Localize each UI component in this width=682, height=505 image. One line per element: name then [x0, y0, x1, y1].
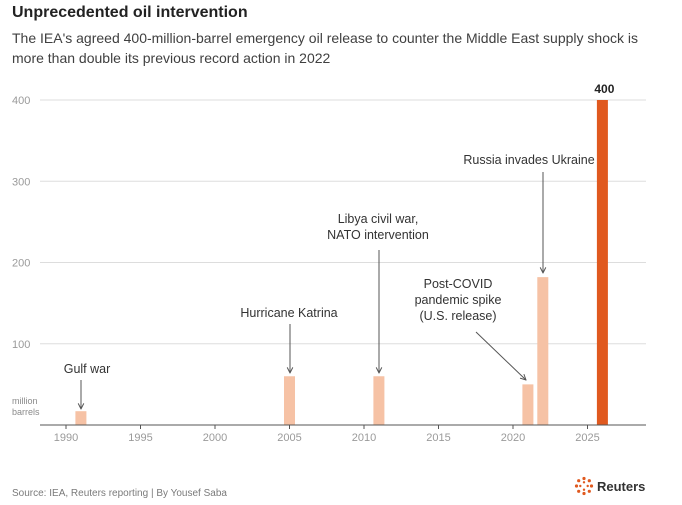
bar-2011: [373, 376, 385, 425]
annotation-label-2011: NATO intervention: [327, 228, 429, 242]
reuters-dots-icon: [574, 476, 594, 496]
y-tick-label: 400: [12, 95, 30, 107]
bar-2005: [284, 376, 295, 425]
x-tick-label: 2025: [575, 432, 599, 444]
x-tick-label: 2000: [203, 432, 227, 444]
chart-subtitle: The IEA's agreed 400-million-barrel emer…: [12, 30, 638, 66]
annotation-arrow-2021: [475, 331, 526, 380]
x-tick-label: 2015: [426, 432, 450, 444]
annotation-label-1991: Gulf war: [64, 362, 111, 376]
annotation-label-2011: Libya civil war,: [338, 212, 419, 226]
y-unit-label: barrels: [12, 407, 40, 417]
x-tick-label: 2005: [277, 432, 301, 444]
annotation-label-2021: pandemic spike: [415, 293, 502, 307]
chart-title: Unprecedented oil intervention: [12, 4, 248, 21]
source-note: Source: IEA, Reuters reporting | By Yous…: [12, 488, 227, 499]
reuters-brand: Reuters: [597, 478, 646, 494]
bar-1991: [75, 411, 87, 425]
annotation-label-2022: Russia invades Ukraine: [463, 153, 594, 167]
reuters-logo: Reuters: [574, 476, 645, 496]
bar-2026: [596, 100, 608, 425]
annotation-label-2005: Hurricane Katrina: [240, 306, 337, 320]
x-tick-label: 1990: [54, 432, 78, 444]
y-tick-label: 100: [12, 339, 30, 351]
x-tick-label: 2020: [501, 432, 525, 444]
x-tick-label: 1995: [128, 432, 152, 444]
y-tick-label: 300: [12, 176, 30, 188]
bar-2022: [537, 277, 549, 425]
y-unit-label: million: [12, 396, 38, 406]
y-tick-label: 200: [12, 258, 30, 270]
bar-2021: [522, 384, 534, 425]
bar-value-label: 400: [594, 82, 614, 96]
annotation-label-2021: (U.S. release): [419, 309, 496, 323]
x-tick-label: 2010: [352, 432, 376, 444]
annotation-label-2021: Post-COVID: [424, 277, 493, 291]
